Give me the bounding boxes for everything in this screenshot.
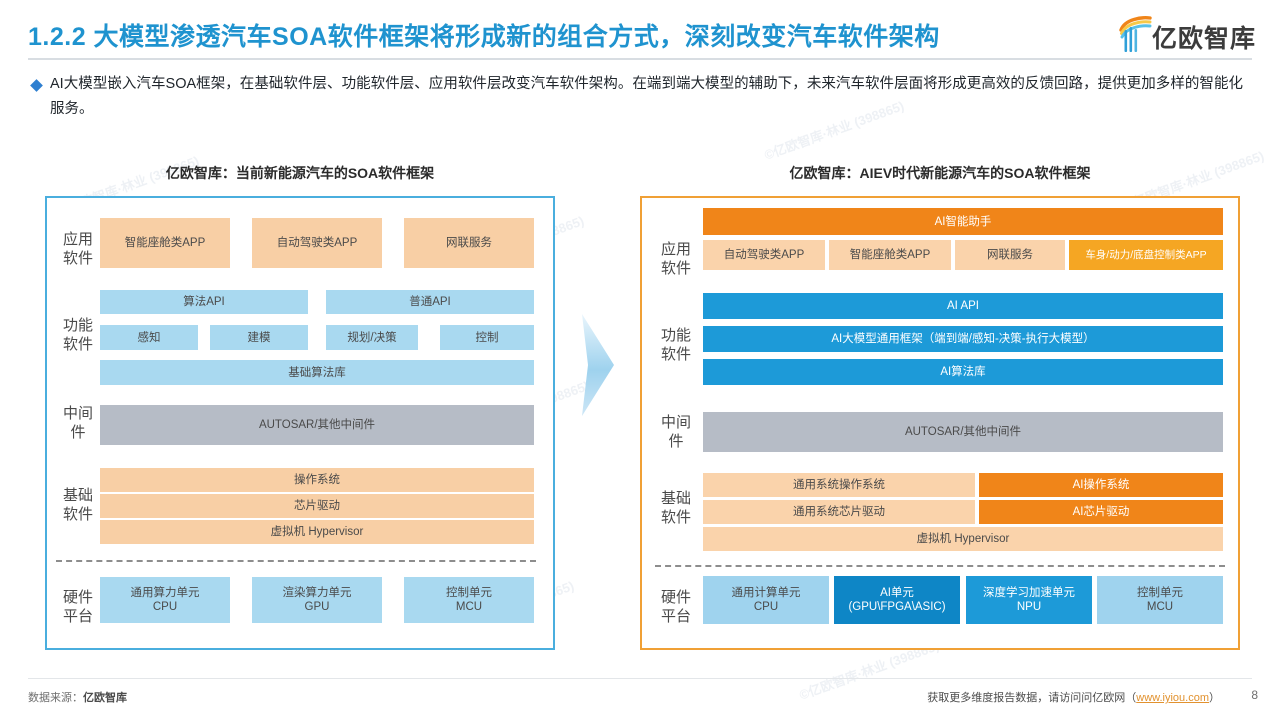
bullet-diamond-icon (30, 79, 43, 92)
left-algo-library-cell[interactable]: 基础算法库 (100, 360, 534, 385)
header-divider (28, 58, 1252, 60)
right-func-cell[interactable]: AI大模型通用框架（端到端/感知-决策-执行大模型） (703, 326, 1223, 352)
footer-divider (28, 678, 1252, 679)
left-row-label-application: 应用 软件 (62, 231, 93, 267)
left-row-label-basic: 基础 软件 (62, 487, 93, 523)
right-hardware-divider (655, 565, 1225, 567)
left-hardware-cell[interactable]: 通用算力单元 CPU (100, 577, 230, 623)
transition-arrow-icon (582, 314, 614, 416)
right-basic-cell-ai[interactable]: AI操作系统 (979, 473, 1223, 497)
right-app-cell[interactable]: 自动驾驶类APP (703, 240, 825, 270)
brand-logo: 亿欧智库 (1118, 16, 1258, 54)
left-module-cell[interactable]: 建模 (210, 325, 308, 350)
data-source: 数据来源：亿欧智库 (28, 689, 127, 705)
left-module-cell[interactable]: 控制 (440, 325, 534, 350)
left-module-cell[interactable]: 规划/决策 (326, 325, 418, 350)
left-app-cell[interactable]: 智能座舱类APP (100, 218, 230, 268)
page-title: 1.2.2 大模型渗透汽车SOA软件框架将形成新的组合方式，深刻改变汽车软件架构 (28, 23, 940, 51)
right-hardware-cell-label: 控制单元 MCU (1137, 587, 1183, 613)
right-hardware-cell[interactable]: 通用计算单元 CPU (703, 576, 829, 624)
left-hardware-cell-label: 渲染算力单元 GPU (282, 587, 352, 613)
left-hardware-divider (56, 560, 536, 562)
lead-paragraph-text: AI大模型嵌入汽车SOA框架，在基础软件层、功能软件层、应用软件层改变汽车软件架… (50, 76, 1243, 117)
right-row-label-functional: 功能 软件 (660, 327, 691, 363)
data-source-value: 亿欧智库 (83, 692, 127, 704)
right-row-label-basic: 基础 软件 (660, 490, 691, 526)
right-hardware-cell-label: AI单元 (GPU\FPGA\ASIC) (848, 587, 946, 613)
left-middleware-cell[interactable]: AUTOSAR/其他中间件 (100, 405, 534, 445)
right-middleware-cell[interactable]: AUTOSAR/其他中间件 (703, 412, 1223, 452)
logo-mark-icon (1119, 16, 1152, 52)
right-app-cell[interactable]: 智能座舱类APP (829, 240, 951, 270)
footer-cta-link[interactable]: www.iyiou.com (1136, 692, 1209, 704)
left-row-label-functional: 功能 软件 (62, 317, 93, 353)
left-app-cell[interactable]: 网联服务 (404, 218, 534, 268)
right-ai-assistant-banner[interactable]: AI智能助手 (703, 208, 1223, 235)
left-hardware-cell-label: 控制单元 MCU (446, 587, 492, 613)
right-row-label-application: 应用 软件 (660, 241, 691, 277)
footer-cta-prefix: 获取更多维度报告数据，请访问问亿欧网（ (927, 692, 1137, 704)
left-module-cell[interactable]: 感知 (100, 325, 198, 350)
right-hardware-cell-label: 通用计算单元 CPU (731, 587, 801, 613)
right-hardware-cell-label: 深度学习加速单元 NPU (983, 587, 1075, 613)
footer-cta-suffix: ） (1209, 692, 1220, 704)
page-number: 8 (1251, 688, 1258, 702)
data-source-label: 数据来源： (28, 692, 83, 704)
right-hardware-cell-ai[interactable]: AI单元 (GPU\FPGA\ASIC) (834, 576, 960, 624)
footer-cta: 获取更多维度报告数据，请访问问亿欧网（www.iyiou.com） (927, 689, 1220, 705)
page-header: 1.2.2 大模型渗透汽车SOA软件框架将形成新的组合方式，深刻改变汽车软件架构… (0, 0, 1280, 60)
right-basic-cell[interactable]: 通用系统芯片驱动 (703, 500, 975, 524)
right-row-label-middleware: 中间件 (660, 414, 691, 450)
right-diagram-title: 亿欧智库：AIEV时代新能源汽车的SOA软件框架 (789, 165, 1091, 181)
left-hardware-cell-label: 通用算力单元 CPU (130, 587, 200, 613)
right-func-cell[interactable]: AI算法库 (703, 359, 1223, 385)
right-hardware-cell-npu[interactable]: 深度学习加速单元 NPU (966, 576, 1092, 624)
left-hardware-cell[interactable]: 控制单元 MCU (404, 577, 534, 623)
right-hardware-cell[interactable]: 控制单元 MCU (1097, 576, 1223, 624)
right-row-label-hardware: 硬件 平台 (660, 589, 691, 625)
right-app-cell-highlight[interactable]: 车身/动力/底盘控制类APP (1069, 240, 1223, 270)
left-hardware-cell[interactable]: 渲染算力单元 GPU (252, 577, 382, 623)
left-row-label-middleware: 中间件 (62, 405, 93, 441)
left-basic-cell[interactable]: 虚拟机 Hypervisor (100, 520, 534, 544)
left-row-label-hardware: 硬件 平台 (62, 589, 93, 625)
left-api-cell[interactable]: 普通API (326, 290, 534, 314)
right-basic-cell[interactable]: 通用系统操作系统 (703, 473, 975, 497)
lead-paragraph: AI大模型嵌入汽车SOA框架，在基础软件层、功能软件层、应用软件层改变汽车软件架… (28, 72, 1243, 122)
right-app-cell[interactable]: 网联服务 (955, 240, 1065, 270)
left-app-cell[interactable]: 自动驾驶类APP (252, 218, 382, 268)
left-basic-cell[interactable]: 芯片驱动 (100, 494, 534, 518)
right-basic-cell-ai[interactable]: AI芯片驱动 (979, 500, 1223, 524)
left-basic-cell[interactable]: 操作系统 (100, 468, 534, 492)
right-basic-cell-full[interactable]: 虚拟机 Hypervisor (703, 527, 1223, 551)
right-func-cell[interactable]: AI API (703, 293, 1223, 319)
left-diagram-title: 亿欧智库：当前新能源汽车的SOA软件框架 (165, 165, 435, 181)
logo-text: 亿欧智库 (1152, 25, 1257, 53)
left-api-cell[interactable]: 算法API (100, 290, 308, 314)
